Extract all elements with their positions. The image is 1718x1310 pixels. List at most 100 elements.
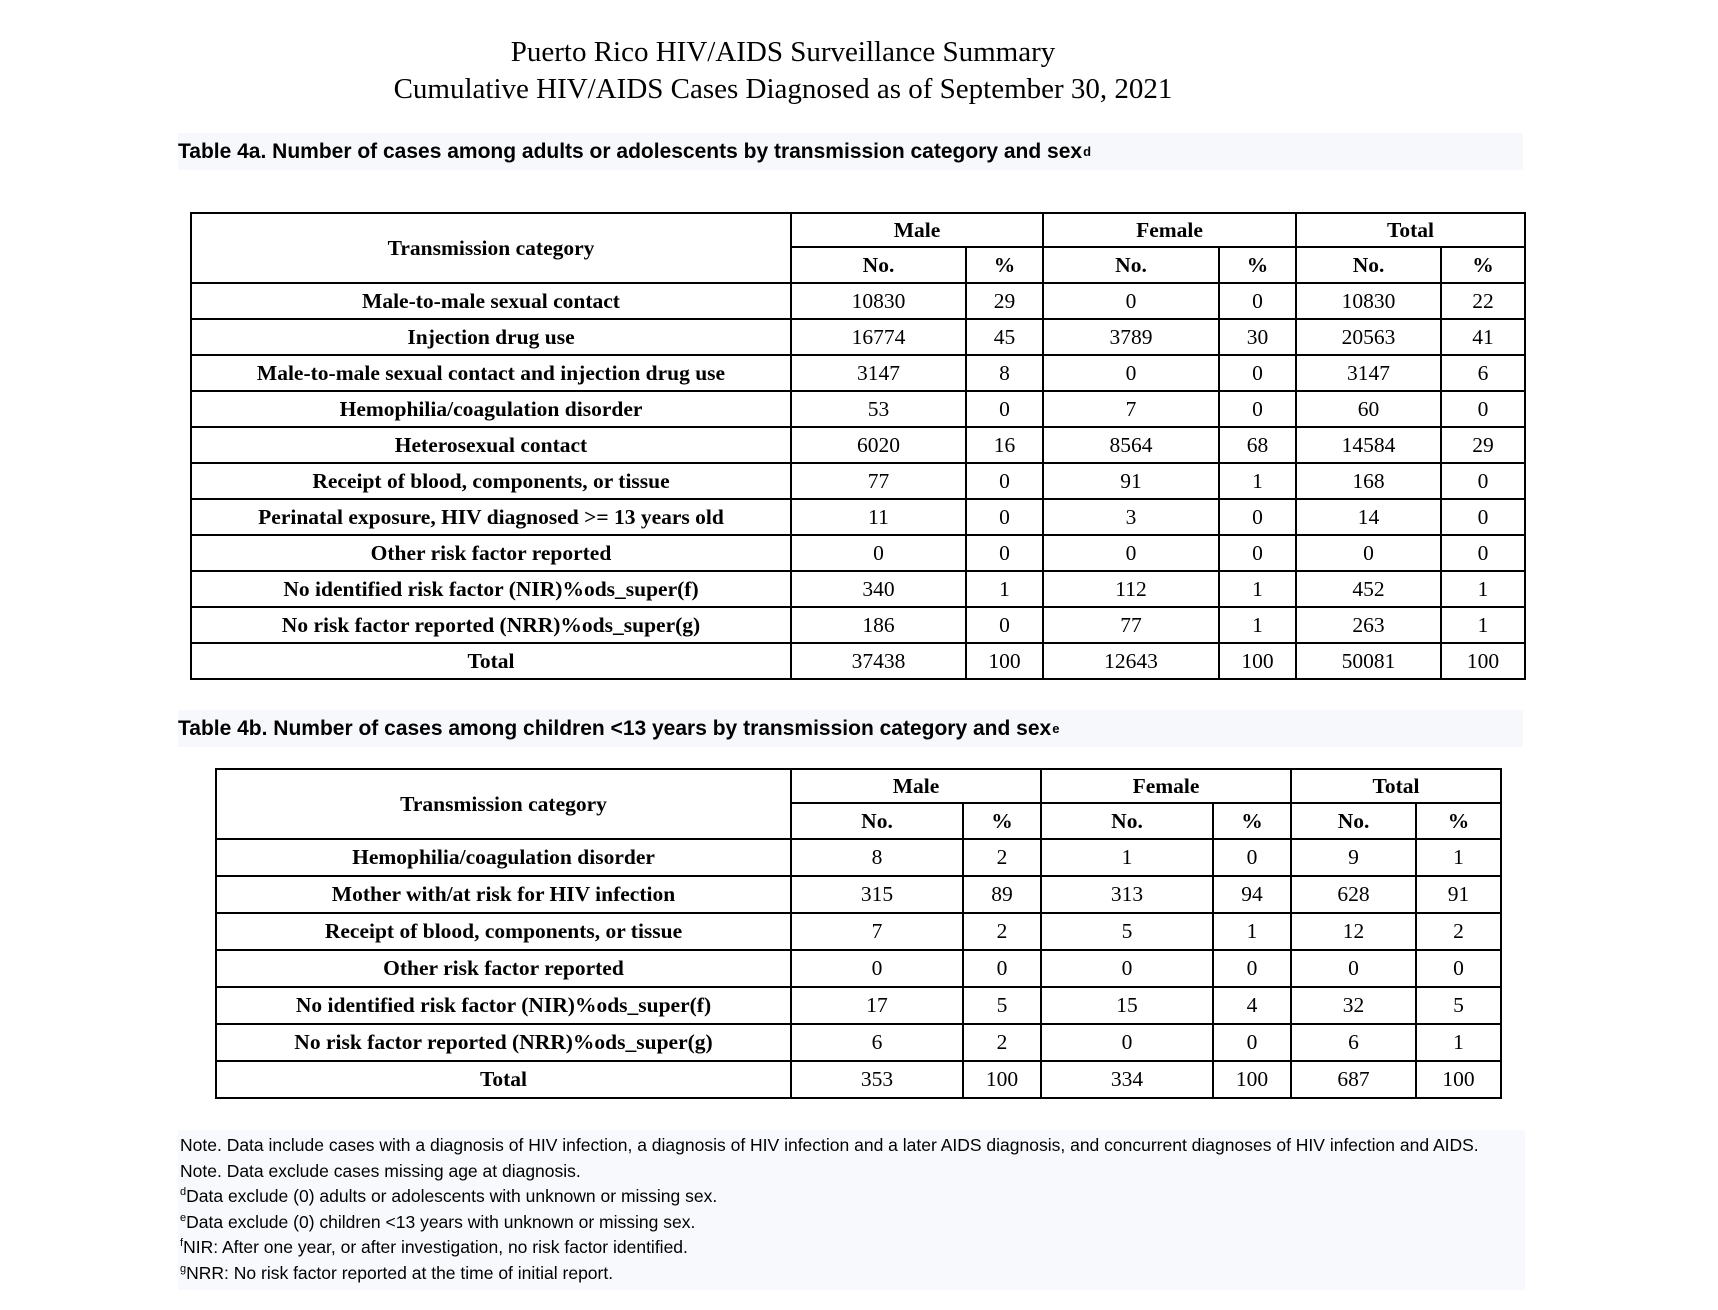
value-cell: 186	[790, 606, 967, 644]
note-superscript: d	[180, 1186, 187, 1199]
value-cell: 0	[1217, 390, 1298, 428]
value-cell: 0	[965, 606, 1044, 644]
category-cell: No risk factor reported (NRR)%ods_super(…	[215, 1023, 792, 1062]
value-cell: 1	[1415, 1023, 1503, 1062]
value-cell: 100	[1211, 1060, 1293, 1099]
value-cell: 0	[790, 534, 967, 572]
table-row: No identified risk factor (NIR)%ods_supe…	[215, 986, 1503, 1025]
value-cell: 0	[1440, 390, 1527, 428]
value-cell: 12643	[1042, 642, 1220, 680]
value-cell: 68	[1217, 426, 1298, 464]
category-cell: Receipt of blood, components, or tissue	[190, 462, 792, 500]
category-cell: Other risk factor reported	[190, 534, 792, 572]
category-cell: Hemophilia/coagulation disorder	[215, 838, 792, 877]
table-row: Mother with/at risk for HIV infection 315…	[215, 875, 1503, 914]
value-cell: 17	[790, 986, 964, 1025]
table-4a-male-no-header: No.	[790, 246, 967, 284]
table-4a-header-total: Total	[1295, 212, 1527, 248]
value-cell: 100	[1415, 1060, 1503, 1099]
report-title-line1: Puerto Rico HIV/AIDS Surveillance Summar…	[510, 36, 1056, 68]
value-cell: 263	[1295, 606, 1443, 644]
table-4a-body: Male-to-male sexual contact 10830 29 0 0 1083…	[190, 282, 1527, 680]
table-4a-caption-text: Table 4a. Number of cases among adults o…	[178, 139, 1083, 163]
value-cell: 12	[1290, 912, 1418, 951]
category-cell: Injection drug use	[190, 318, 792, 356]
value-cell: 0	[1042, 282, 1220, 320]
value-cell: 50081	[1295, 642, 1443, 680]
value-cell: 628	[1290, 875, 1418, 914]
table-4b-female-pct-header: %	[1211, 802, 1293, 840]
value-cell: 7	[790, 912, 964, 951]
value-cell: 7	[1042, 390, 1220, 428]
table-4a-header-male: Male	[790, 212, 1044, 248]
value-cell: 5	[962, 986, 1042, 1025]
note-line: dData exclude (0) adults or adolescents …	[180, 1186, 718, 1206]
value-cell: 32	[1290, 986, 1418, 1025]
value-cell: 334	[1040, 1060, 1214, 1099]
value-cell: 0	[1295, 534, 1443, 572]
table-4b-caption: Table 4b. Number of cases among children…	[178, 710, 1523, 747]
note-line: gNRR: No risk factor reported at the tim…	[180, 1262, 614, 1283]
value-cell: 0	[965, 390, 1044, 428]
value-cell: 6020	[790, 426, 967, 464]
table-row: Heterosexual contact 6020 16 8564 68 14584 29	[190, 426, 1527, 464]
value-cell: 5	[1040, 912, 1214, 951]
value-cell: 687	[1290, 1060, 1418, 1099]
category-cell: No identified risk factor (NIR)%ods_supe…	[190, 570, 792, 608]
value-cell: 353	[790, 1060, 964, 1099]
value-cell: 15	[1040, 986, 1214, 1025]
value-cell: 1	[1440, 570, 1527, 608]
table-4b-male-no-header: No.	[790, 802, 964, 840]
value-cell: 94	[1211, 875, 1293, 914]
value-cell: 313	[1040, 875, 1214, 914]
value-cell: 100	[1440, 642, 1527, 680]
value-cell: 10830	[790, 282, 967, 320]
category-cell: No risk factor reported (NRR)%ods_super(…	[190, 606, 792, 644]
value-cell: 89	[962, 875, 1042, 914]
value-cell: 2	[962, 912, 1042, 951]
table-4b-caption-text: Table 4b. Number of cases among children…	[178, 716, 1052, 740]
category-cell: Male-to-male sexual contact and injectio…	[190, 354, 792, 392]
table-4a-header-category: Transmission category	[190, 212, 792, 284]
value-cell: 0	[962, 949, 1042, 988]
table-row: Total 37438 100 12643 100 50081 100	[190, 642, 1527, 680]
table-4b-body: Hemophilia/coagulation disorder 8 2 1 0 9 1 Mot…	[215, 838, 1503, 1099]
value-cell: 2	[962, 838, 1042, 877]
table-4a-total-no-header: No.	[1295, 246, 1443, 284]
value-cell: 3	[1042, 498, 1220, 536]
value-cell: 315	[790, 875, 964, 914]
category-cell: Mother with/at risk for HIV infection	[215, 875, 792, 914]
value-cell: 16	[965, 426, 1044, 464]
value-cell: 1	[1040, 838, 1214, 877]
note-superscript: g	[180, 1262, 187, 1275]
table-4b-male-pct-header: %	[962, 802, 1042, 840]
value-cell: 2	[1415, 912, 1503, 951]
value-cell: 1	[1415, 838, 1503, 877]
value-cell: 60	[1295, 390, 1443, 428]
table-4b-total-no-header: No.	[1290, 802, 1418, 840]
value-cell: 112	[1042, 570, 1220, 608]
value-cell: 0	[1217, 498, 1298, 536]
category-cell: No identified risk factor (NIR)%ods_supe…	[215, 986, 792, 1025]
value-cell: 0	[1217, 534, 1298, 572]
value-cell: 11	[790, 498, 967, 536]
value-cell: 37438	[790, 642, 967, 680]
table-4b-header-male: Male	[790, 768, 1042, 804]
table-4a-male-pct-header: %	[965, 246, 1044, 284]
table-4b-total-pct-header: %	[1415, 802, 1503, 840]
value-cell: 1	[965, 570, 1044, 608]
value-cell: 452	[1295, 570, 1443, 608]
table-row: Male-to-male sexual contact and injectio…	[190, 354, 1527, 392]
table-4b-header-total: Total	[1290, 768, 1503, 804]
value-cell: 6	[1440, 354, 1527, 392]
table-row: Male-to-male sexual contact 10830 29 0 0 1083…	[190, 282, 1527, 320]
value-cell: 0	[1040, 949, 1214, 988]
value-cell: 0	[1211, 1023, 1293, 1062]
value-cell: 0	[965, 462, 1044, 500]
value-cell: 0	[1217, 354, 1298, 392]
category-cell: Hemophilia/coagulation disorder	[190, 390, 792, 428]
category-cell: Other risk factor reported	[215, 949, 792, 988]
value-cell: 10830	[1295, 282, 1443, 320]
table-row: Other risk factor reported 0 0 0 0 0 0	[190, 534, 1527, 572]
